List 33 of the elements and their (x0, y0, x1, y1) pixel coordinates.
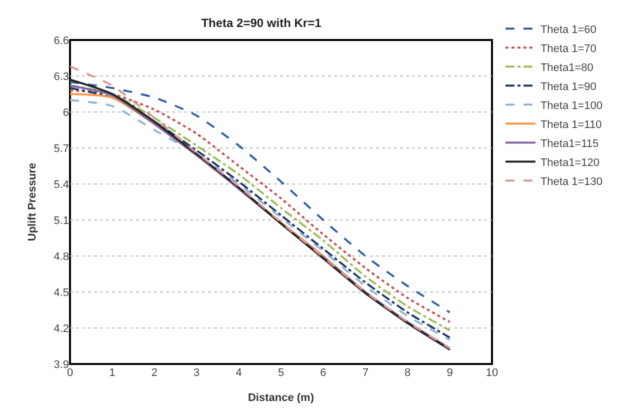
x-tick-label: 7 (362, 367, 368, 379)
x-tick-label: 0 (66, 367, 74, 379)
x-tick-label: 6 (320, 367, 326, 379)
y-tick-label: 6.3 (54, 70, 69, 83)
x-tick-label: 5 (278, 367, 284, 379)
x-tick-label: 3 (194, 367, 200, 379)
x-tick-label: 8 (404, 367, 411, 379)
legend-label: Theta 1=60 (540, 24, 596, 36)
legend-label: Theta 1=130 (540, 176, 603, 188)
y-tick-label: 6.6 (54, 34, 69, 47)
y-tick-label: 6 (62, 106, 69, 119)
y-axis-title: Uplift Pressure (26, 162, 38, 242)
x-tick-label: 2 (151, 367, 158, 379)
legend-label: Theta 1=100 (540, 100, 603, 112)
y-tick-label: 4.5 (54, 286, 69, 299)
y-tick-label: 5.7 (54, 142, 69, 155)
chart-title: Theta 2=90 with Kr=1 (201, 16, 322, 30)
legend-label: Theta1=115 (540, 138, 599, 150)
x-tick-label: 1 (109, 367, 116, 379)
y-tick-label: 3.9 (54, 358, 69, 371)
y-tick-label: 5.4 (54, 178, 69, 191)
legend-label: Theta1=120 (540, 156, 600, 169)
y-tick-label: 5.1 (54, 214, 69, 227)
y-tick-label: 4.8 (54, 250, 69, 263)
x-tick-label: 9 (446, 367, 453, 379)
x-tick-label: 4 (236, 367, 242, 379)
legend-label: Theta 1=90 (540, 80, 596, 93)
y-tick-label: 4.2 (54, 322, 69, 335)
legend-label: Theta1=80 (540, 62, 594, 74)
legend-label: Theta 1=110 (540, 118, 602, 131)
x-tick-label: 10 (486, 367, 498, 379)
x-axis-title: Distance (m) (248, 392, 314, 404)
legend-label: Theta 1=70 (540, 42, 596, 55)
